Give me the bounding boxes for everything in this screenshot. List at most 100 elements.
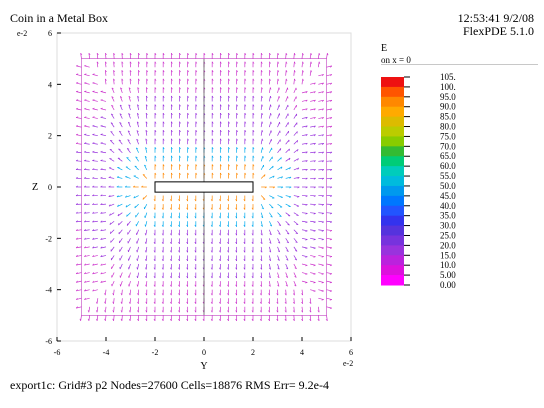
field-arrow-head <box>120 96 123 98</box>
legend-label: 105. <box>440 72 456 82</box>
field-arrow <box>92 237 98 240</box>
field-arrow-head <box>243 216 246 219</box>
field-arrow-head <box>169 224 172 227</box>
box-walls <box>81 58 327 316</box>
field-arrow <box>92 160 98 162</box>
field-arrow-head <box>252 78 255 81</box>
field-arrow <box>100 134 107 137</box>
field-arrow-head <box>186 318 188 321</box>
field-arrow <box>301 61 303 68</box>
field-arrow <box>318 297 324 300</box>
field-arrow-head <box>329 273 332 275</box>
field-arrow <box>326 315 328 321</box>
field-arrow-head <box>321 91 324 94</box>
field-arrow <box>309 70 312 76</box>
field-arrow <box>145 221 148 227</box>
field-arrow-head <box>330 125 333 128</box>
field-arrow-head <box>153 207 156 210</box>
field-arrow-head <box>244 172 247 175</box>
field-arrow-head <box>100 90 103 92</box>
field-arrow <box>260 130 263 136</box>
field-arrow-head <box>186 284 188 287</box>
field-arrow-head <box>169 301 172 304</box>
field-arrow-head <box>124 185 127 188</box>
field-arrow-head <box>153 250 156 253</box>
field-arrow-head <box>305 151 308 154</box>
field-arrow-head <box>75 168 79 170</box>
x-tick-label: 6 <box>349 348 353 357</box>
field-arrow <box>145 104 148 111</box>
field-arrow-head <box>113 61 116 64</box>
color-swatch <box>381 166 404 177</box>
color-swatch <box>381 156 404 167</box>
field-arrow-head <box>313 221 316 224</box>
field-arrow <box>318 280 324 283</box>
field-arrow-head <box>244 87 247 90</box>
field-arrow-head <box>244 155 247 158</box>
field-arrow <box>269 229 272 236</box>
field-arrow-head <box>330 108 333 111</box>
field-arrow <box>318 160 324 162</box>
field-arrow-head <box>211 147 214 150</box>
field-arrow-head <box>154 172 157 175</box>
field-arrow-head <box>305 273 308 275</box>
field-arrow <box>109 149 115 154</box>
field-arrow <box>88 53 91 59</box>
field-arrow-head <box>270 104 272 107</box>
field-arrow <box>293 131 298 136</box>
field-arrow-head <box>330 134 333 137</box>
field-arrow-head <box>135 156 138 158</box>
field-arrow-head <box>284 310 287 313</box>
field-arrow-head <box>113 78 116 81</box>
field-arrow-head <box>252 53 255 56</box>
field-arrow-head <box>178 233 180 236</box>
field-arrow-head <box>162 104 165 107</box>
field-arrow <box>293 289 295 296</box>
field-arrow <box>76 134 82 137</box>
field-arrow <box>318 134 324 137</box>
field-arrow-head <box>169 284 172 287</box>
field-arrow <box>310 280 316 283</box>
field-arrow-head <box>161 216 164 219</box>
field-arrow <box>136 121 140 128</box>
field-arrow-head <box>228 147 230 150</box>
field-arrow-head <box>116 185 119 188</box>
field-arrow-head <box>321 247 324 249</box>
field-arrow <box>268 255 272 261</box>
field-arrow-head <box>244 78 247 81</box>
field-arrow <box>269 221 273 227</box>
field-arrow <box>145 147 148 153</box>
field-arrow-head <box>327 53 329 56</box>
field-arrow <box>301 298 304 304</box>
field-arrow-head <box>84 176 87 179</box>
field-arrow <box>310 91 316 94</box>
field-arrow <box>110 131 115 136</box>
field-arrow-head <box>121 61 124 64</box>
field-arrow-head <box>313 99 316 102</box>
field-arrow-head <box>75 159 79 162</box>
field-arrow <box>145 238 148 244</box>
field-arrow-head <box>100 176 103 179</box>
field-arrow <box>136 255 140 261</box>
field-arrow-head <box>270 95 272 99</box>
field-arrow-head <box>268 310 270 313</box>
field-arrow-head <box>179 172 181 175</box>
field-arrow <box>269 175 275 179</box>
color-swatch <box>381 235 404 246</box>
field-arrow-head <box>301 293 303 296</box>
field-arrow <box>277 176 283 179</box>
field-arrow-head <box>305 186 308 189</box>
field-arrow-head <box>244 164 247 167</box>
field-arrow-head <box>330 169 333 171</box>
field-arrow-head <box>218 301 221 304</box>
field-arrow-head <box>153 276 156 279</box>
field-arrow-head <box>121 70 124 73</box>
field-arrow-head <box>321 108 324 111</box>
field-arrow-head <box>105 78 107 81</box>
field-arrow-head <box>264 174 266 177</box>
field-arrow <box>76 272 82 275</box>
field-arrow-head <box>268 267 271 270</box>
field-arrow-head <box>161 310 164 313</box>
field-arrow-head <box>171 138 173 141</box>
field-arrow <box>135 156 139 162</box>
